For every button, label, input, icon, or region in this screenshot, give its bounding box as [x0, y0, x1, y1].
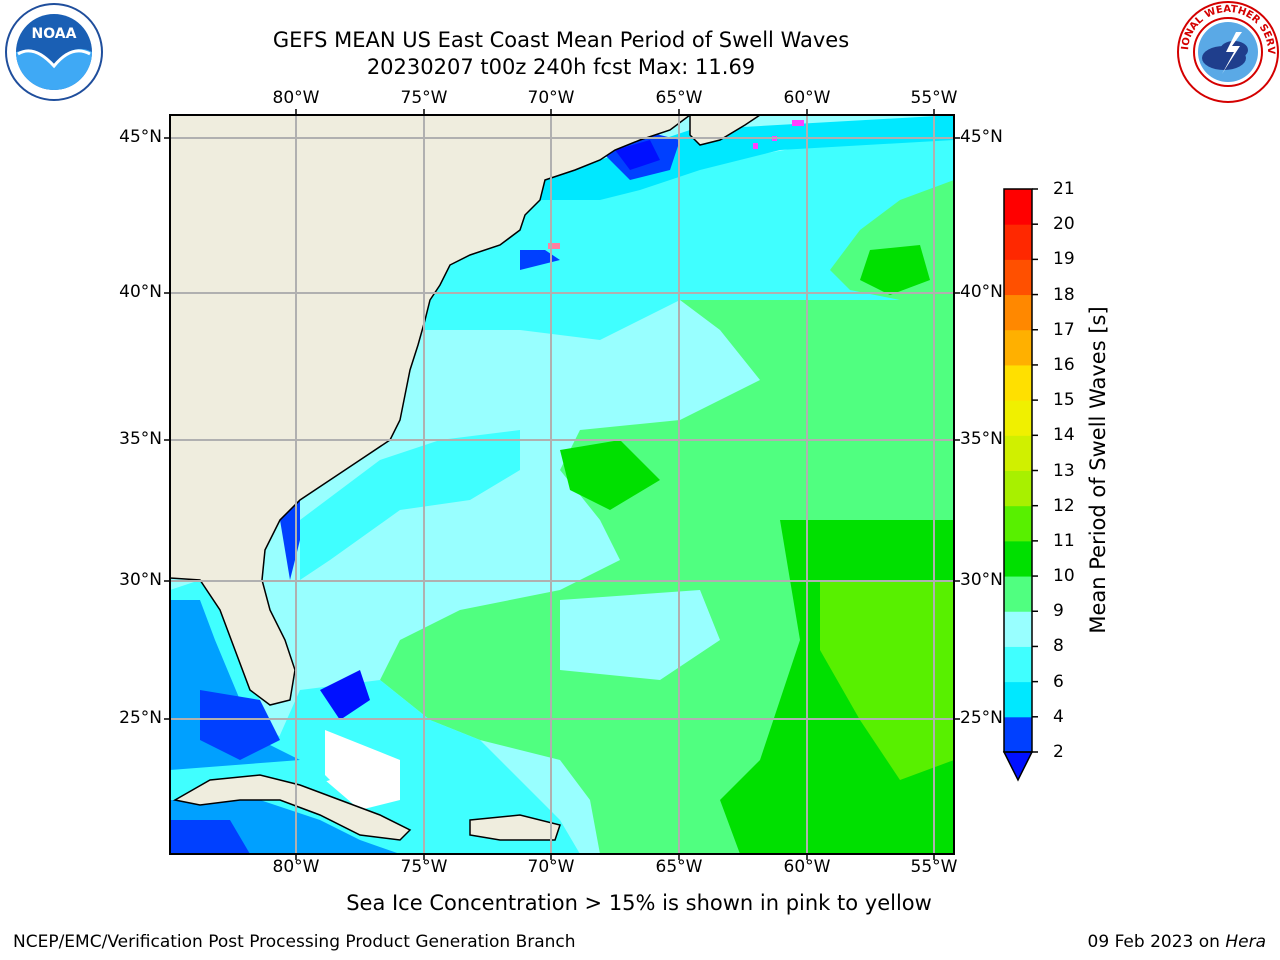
gulf-2s: [200, 690, 280, 760]
lon-label-bottom: 75°W: [400, 857, 448, 877]
colorbar-segment: [1004, 646, 1032, 683]
field-0-2s-gulf-of-maine: [615, 140, 660, 170]
colorbar-segment: [1004, 329, 1032, 366]
lat-label-left: 45°N: [119, 127, 162, 147]
lon-label-bottom: 65°W: [655, 857, 703, 877]
graticule: [170, 115, 954, 854]
colorbar-tick-label: 20: [1053, 214, 1075, 235]
colorbar-segment: [1004, 224, 1032, 260]
colorbar-tick-label: 13: [1053, 460, 1075, 481]
lon-label-top: 75°W: [400, 88, 448, 108]
colorbar-segment: [1004, 364, 1032, 401]
land-cuba: [172, 774, 412, 841]
lon-label-top: 70°W: [527, 88, 575, 108]
lon-label-bottom: 55°W: [910, 857, 958, 877]
map-frame: [169, 114, 955, 855]
masked-bank: [325, 730, 400, 810]
colorbar-tick-label: 16: [1053, 354, 1075, 375]
lat-label-right: 30°N: [960, 570, 1003, 590]
lon-label-top: 65°W: [655, 88, 703, 108]
colorbar-segment: [1004, 259, 1032, 296]
sea-ice-marker: [753, 143, 758, 149]
footer-date: 09 Feb 2023 on Hera: [1088, 932, 1266, 952]
colorbar-segment: [1004, 576, 1032, 612]
chart-subtitle: 20230207 t00z 240h fcst Max: 11.69: [366, 55, 756, 79]
nws-logo: NATIONAL WEATHER SERVICE: [1176, 0, 1279, 103]
colorbar-segment: [1004, 400, 1032, 436]
colorbar-segment: [1004, 435, 1032, 471]
colorbar-segment: [1004, 681, 1032, 718]
colorbar-tick-label: 15: [1053, 390, 1075, 411]
colorbar-tick-label: 14: [1053, 425, 1075, 446]
lon-label-bottom: 80°W: [272, 857, 320, 877]
field-0-2s-bahamas: [320, 670, 370, 720]
field-11-12s-se: [820, 580, 954, 780]
lat-label-left: 40°N: [119, 282, 162, 302]
map-ticks: [164, 109, 960, 860]
field-10-11s-south: [760, 780, 954, 854]
colorbar-tick-label: 2: [1053, 742, 1064, 762]
lat-label-left: 30°N: [119, 570, 162, 590]
field-10-11s-patch: [560, 440, 660, 510]
colorbar-tick-label: 19: [1053, 249, 1075, 270]
noaa-logo: NOAA: [5, 3, 103, 101]
colorbar-tick-label: 10: [1053, 566, 1075, 587]
footer-credit: NCEP/EMC/Verification Post Processing Pr…: [13, 932, 576, 952]
lat-label-left: 25°N: [119, 708, 162, 728]
colorbar-segment: [1004, 540, 1032, 577]
colorbar-tick-label: 6: [1053, 671, 1064, 692]
colorbar-tick-label: 8: [1053, 636, 1064, 657]
caribbean-2s: [170, 820, 250, 854]
swell-field: [260, 115, 954, 854]
lat-label-right: 45°N: [960, 127, 1003, 147]
colorbar-extend-arrow: [1002, 751, 1034, 782]
sea-ice-note: Sea Ice Concentration > 15% is shown in …: [346, 891, 932, 915]
colorbar-tick-label: 4: [1053, 706, 1064, 727]
colorbar-segment: [1004, 716, 1032, 753]
lat-label-right: 35°N: [960, 429, 1003, 449]
colorbar-segment: [1004, 611, 1032, 647]
colorbar-tick-label: 18: [1053, 284, 1075, 305]
colorbar-segment: [1004, 294, 1032, 331]
sea-ice-marker: [548, 243, 560, 249]
colorbar-segment: [1004, 505, 1032, 542]
lat-label-left: 35°N: [119, 429, 162, 449]
field-10-11s-ne: [860, 245, 930, 295]
colorbar-tick-label: 21: [1053, 179, 1075, 199]
footer-host: Hera: [1225, 932, 1266, 952]
footer-date-text: 09 Feb 2023 on: [1087, 932, 1226, 952]
field-4-6s-north: [440, 115, 954, 200]
lon-label-top: 80°W: [272, 88, 320, 108]
noaa-logo-text: NOAA: [32, 26, 77, 42]
colorbar-tick-label: 12: [1053, 495, 1075, 516]
lon-label-bottom: 60°W: [783, 857, 831, 877]
lat-label-right: 25°N: [960, 708, 1003, 728]
lon-label-bottom: 70°W: [527, 857, 575, 877]
land-north-america: [170, 115, 692, 706]
chart-title: GEFS MEAN US East Coast Mean Period of S…: [272, 28, 850, 52]
field-6-8s-north: [420, 120, 954, 340]
lon-label-top: 60°W: [783, 88, 831, 108]
lon-label-top: 55°W: [910, 88, 958, 108]
colorbar: [1002, 188, 1038, 782]
land-hispaniola: [469, 814, 561, 841]
colorbar-segment: [1004, 189, 1032, 225]
sea-ice-marker: [792, 120, 804, 126]
colorbar-tick-label: 9: [1053, 601, 1064, 622]
colorbar-tick-label: 11: [1053, 530, 1075, 551]
lat-label-right: 40°N: [960, 282, 1003, 302]
field-6-8s-coastal: [300, 430, 520, 580]
colorbar-title: Mean Period of Swell Waves [s]: [1086, 306, 1110, 634]
colorbar-tick-label: 17: [1053, 319, 1075, 340]
colorbar-segment: [1004, 470, 1032, 507]
